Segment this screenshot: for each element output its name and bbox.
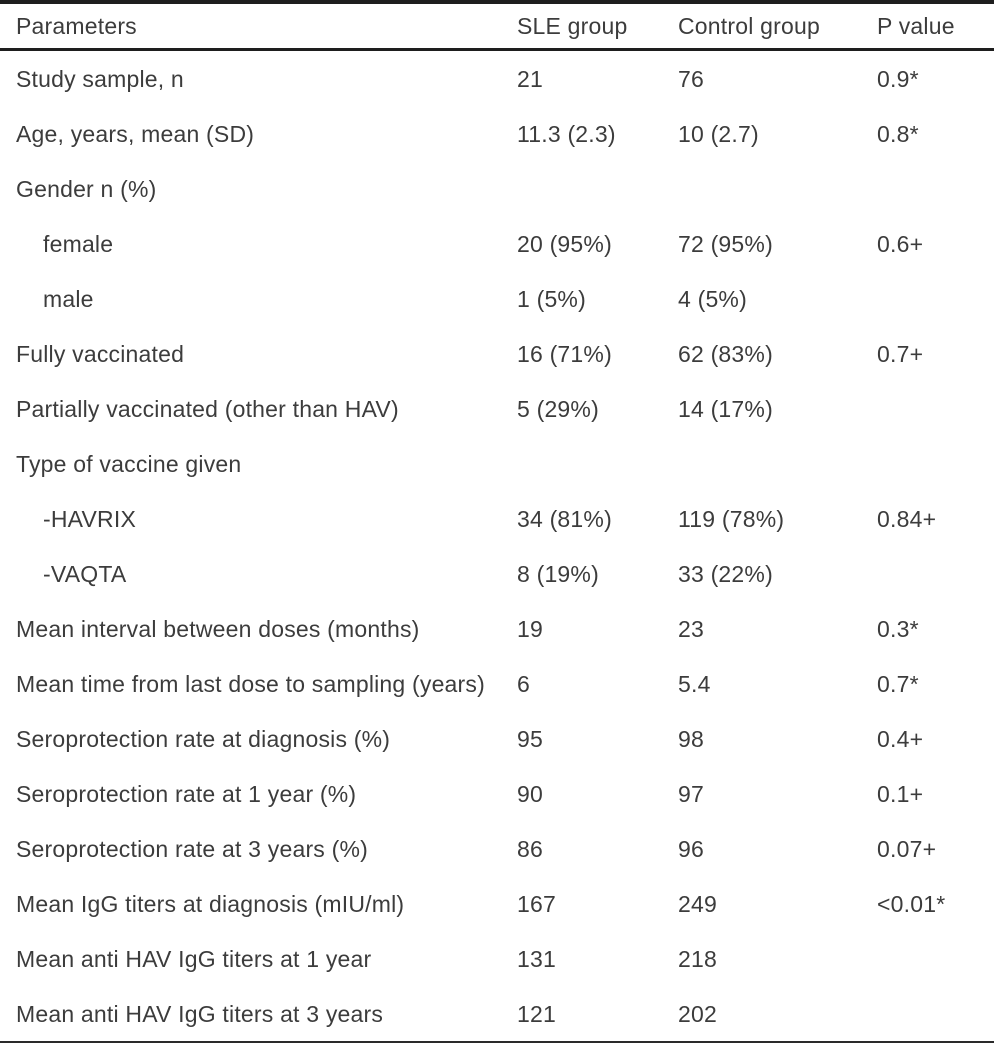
parameter-cell: Mean time from last dose to sampling (ye…: [16, 670, 485, 697]
table-row: Gender n (%): [0, 161, 994, 216]
parameter-cell: Mean anti HAV IgG titers at 3 years: [16, 1000, 384, 1027]
control-value-cell: 97: [678, 780, 704, 807]
parameter-cell: Fully vaccinated: [16, 340, 185, 367]
table-row: male 1 (5%) 4 (5%): [0, 271, 994, 326]
parameter-cell: male: [43, 285, 94, 312]
parameter-cell: -VAQTA: [43, 560, 127, 587]
table-row: Mean interval between doses (months) 19 …: [0, 601, 994, 656]
table-row: Age, years, mean (SD) 11.3 (2.3) 10 (2.7…: [0, 106, 994, 161]
p-value-cell: <0.01*: [877, 890, 946, 917]
p-value-cell: 0.9*: [877, 65, 919, 92]
sle-value-cell: 19: [517, 615, 543, 642]
parameter-cell: Seroprotection rate at 3 years (%): [16, 835, 368, 862]
control-value-cell: 96: [678, 835, 704, 862]
table-row: Mean IgG titers at diagnosis (mIU/ml) 16…: [0, 876, 994, 931]
column-header-control-group: Control group: [678, 2, 877, 51]
control-value-cell: 4 (5%): [678, 285, 747, 312]
p-value-cell: 0.6+: [877, 230, 924, 257]
sle-value-cell: 21: [517, 65, 543, 92]
sle-value-cell: 86: [517, 835, 543, 862]
sle-value-cell: 34 (81%): [517, 505, 612, 532]
column-header-p-value: P value: [877, 2, 994, 51]
p-value-cell: [877, 986, 994, 1042]
control-value-cell: 72 (95%): [678, 230, 773, 257]
table-row: Fully vaccinated 16 (71%) 62 (83%) 0.7+: [0, 326, 994, 381]
p-value-cell: 0.1+: [877, 780, 924, 807]
table-row: Type of vaccine given: [0, 436, 994, 491]
sle-value-cell: 121: [517, 1000, 556, 1027]
p-value-cell: 0.3*: [877, 615, 919, 642]
sle-value-cell: 131: [517, 945, 556, 972]
control-value-cell: 98: [678, 725, 704, 752]
p-value-cell: 0.7*: [877, 670, 919, 697]
header-row: Parameters SLE group Control group P val…: [0, 2, 994, 51]
control-value-cell: 218: [678, 945, 717, 972]
sle-value-cell: 11.3 (2.3): [517, 120, 616, 147]
parameter-cell: Study sample, n: [16, 65, 184, 92]
parameter-cell: Mean interval between doses (months): [16, 615, 420, 642]
sle-value-cell: [517, 161, 678, 216]
column-header-parameters: Parameters: [0, 2, 517, 51]
control-value-cell: 14 (17%): [678, 395, 773, 422]
table-row: Mean time from last dose to sampling (ye…: [0, 656, 994, 711]
sle-value-cell: 16 (71%): [517, 340, 612, 367]
parameter-cell: Seroprotection rate at 1 year (%): [16, 780, 357, 807]
p-value-cell: [877, 381, 994, 436]
control-value-cell: 33 (22%): [678, 560, 773, 587]
table-row: Partially vaccinated (other than HAV) 5 …: [0, 381, 994, 436]
parameter-cell: Age, years, mean (SD): [16, 120, 255, 147]
sle-value-cell: 95: [517, 725, 543, 752]
p-value-cell: 0.07+: [877, 835, 937, 862]
p-value-cell: [877, 546, 994, 601]
parameter-cell: -HAVRIX: [43, 505, 136, 532]
sle-value-cell: 167: [517, 890, 556, 917]
parameter-cell: Gender n (%): [16, 175, 157, 202]
table-row: Seroprotection rate at diagnosis (%) 95 …: [0, 711, 994, 766]
table-row: Seroprotection rate at 3 years (%) 86 96…: [0, 821, 994, 876]
control-value-cell: [678, 161, 877, 216]
control-value-cell: 23: [678, 615, 704, 642]
p-value-cell: [877, 161, 994, 216]
table-row: -VAQTA 8 (19%) 33 (22%): [0, 546, 994, 601]
p-value-cell: [877, 931, 994, 986]
sle-value-cell: 1 (5%): [517, 285, 586, 312]
parameter-cell: Mean IgG titers at diagnosis (mIU/ml): [16, 890, 405, 917]
control-value-cell: 5.4: [678, 670, 711, 697]
sle-value-cell: [517, 436, 678, 491]
control-value-cell: 10 (2.7): [678, 120, 759, 147]
p-value-cell: [877, 436, 994, 491]
table-body: Study sample, n 21 76 0.9* Age, years, m…: [0, 50, 994, 1043]
sle-value-cell: 20 (95%): [517, 230, 612, 257]
control-value-cell: 76: [678, 65, 704, 92]
parameter-cell: Seroprotection rate at diagnosis (%): [16, 725, 391, 752]
parameter-cell: female: [43, 230, 114, 257]
table-row: Study sample, n 21 76 0.9*: [0, 50, 994, 107]
sle-value-cell: 90: [517, 780, 543, 807]
p-value-cell: 0.4+: [877, 725, 924, 752]
table-row: female 20 (95%) 72 (95%) 0.6+: [0, 216, 994, 271]
p-value-cell: 0.7+: [877, 340, 924, 367]
control-value-cell: 119 (78%): [678, 505, 785, 532]
table-header: Parameters SLE group Control group P val…: [0, 2, 994, 51]
table-row: Seroprotection rate at 1 year (%) 90 97 …: [0, 766, 994, 821]
column-header-sle-group: SLE group: [517, 2, 678, 51]
table-row: -HAVRIX 34 (81%) 119 (78%) 0.84+: [0, 491, 994, 546]
table-row: Mean anti HAV IgG titers at 3 years 121 …: [0, 986, 994, 1042]
sle-value-cell: 8 (19%): [517, 560, 599, 587]
parameter-cell: Mean anti HAV IgG titers at 1 year: [16, 945, 372, 972]
p-value-cell: 0.8*: [877, 120, 919, 147]
control-value-cell: 202: [678, 1000, 717, 1027]
parameter-cell: Type of vaccine given: [16, 450, 242, 477]
parameter-cell: Partially vaccinated (other than HAV): [16, 395, 399, 422]
table-row: Mean anti HAV IgG titers at 1 year 131 2…: [0, 931, 994, 986]
control-value-cell: 249: [678, 890, 717, 917]
sle-value-cell: 6: [517, 670, 530, 697]
control-value-cell: [678, 436, 877, 491]
control-value-cell: 62 (83%): [678, 340, 773, 367]
sle-value-cell: 5 (29%): [517, 395, 599, 422]
p-value-cell: 0.84+: [877, 505, 937, 532]
p-value-cell: [877, 271, 994, 326]
